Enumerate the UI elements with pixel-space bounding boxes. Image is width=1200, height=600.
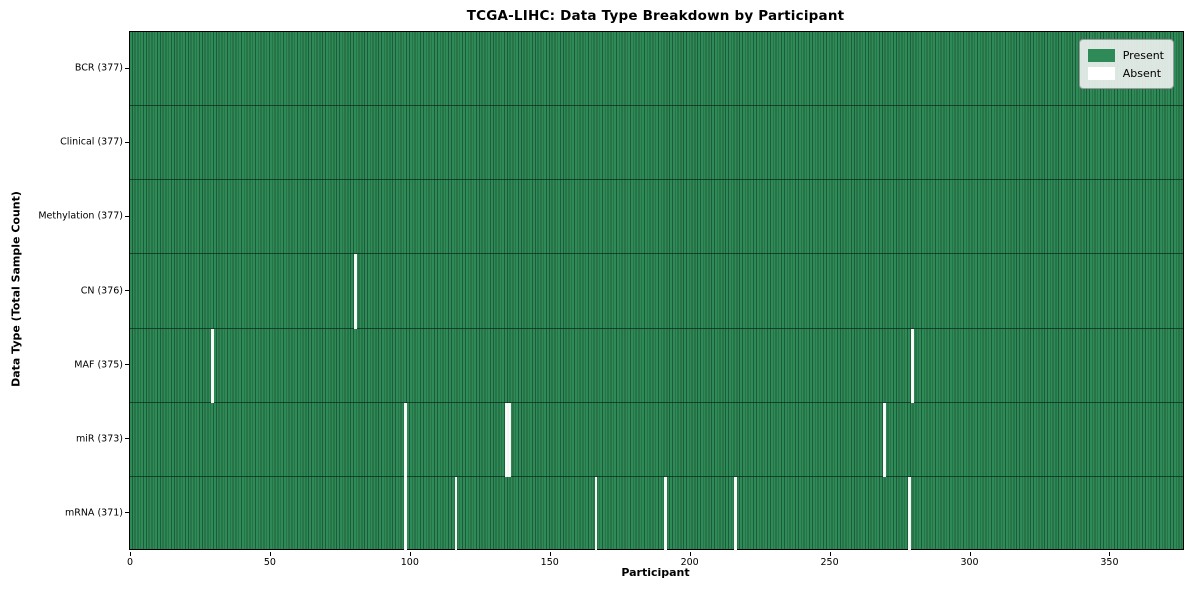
legend-item-absent: Absent — [1087, 64, 1164, 82]
absent-cell — [910, 328, 914, 403]
x-tick-label: 350 — [1100, 557, 1119, 568]
y-tick-mark — [125, 438, 129, 440]
y-tick-label: MAF (375) — [74, 359, 123, 371]
y-tick-label: CN (376) — [80, 285, 123, 296]
x-tick-label: 0 — [126, 557, 134, 568]
x-tick-mark — [829, 552, 831, 556]
x-tick-mark — [269, 552, 271, 556]
heatmap-row-mrna — [130, 477, 1183, 551]
y-tick-mark — [125, 67, 129, 69]
chart-title: TCGA-LIHC: Data Type Breakdown by Partic… — [466, 8, 845, 24]
y-tick-mark — [125, 215, 129, 217]
y-tick-mark — [125, 512, 129, 514]
heatmap-row-cn — [130, 254, 1183, 329]
x-tick-mark — [409, 552, 411, 556]
heatmap-row-clinical — [130, 106, 1183, 181]
y-tick-label: Clinical (377) — [60, 136, 123, 148]
absent-cell — [734, 476, 738, 551]
x-tick-label: 200 — [680, 557, 699, 568]
absent-cell — [404, 476, 408, 551]
y-tick-label: BCR (377) — [74, 62, 123, 74]
x-axis-label: Participant — [621, 566, 690, 579]
absent-cell — [454, 476, 458, 551]
plot-area — [129, 31, 1184, 551]
x-tick-mark — [969, 552, 971, 556]
heatmap-row-mir — [130, 403, 1183, 477]
heatmap-row-bcr — [130, 32, 1183, 107]
absent-cell — [594, 476, 598, 551]
legend-item-present: Present — [1087, 46, 1164, 64]
x-tick-mark — [549, 552, 551, 556]
legend-swatch-absent — [1087, 66, 1115, 80]
x-tick-mark — [1109, 552, 1111, 556]
x-tick-label: 50 — [263, 557, 276, 568]
absent-cell — [211, 328, 214, 403]
absent-cell — [507, 402, 511, 477]
absent-cell — [353, 254, 357, 329]
legend-label: Absent — [1122, 66, 1162, 80]
y-tick-label: miR (373) — [75, 433, 123, 445]
y-tick-label: Methylation (377) — [38, 210, 123, 222]
heatmap-row-methylation — [130, 180, 1183, 255]
x-tick-mark — [689, 552, 691, 556]
legend: Present Absent — [1078, 39, 1174, 89]
x-tick-label: 150 — [540, 557, 559, 568]
x-tick-label: 250 — [820, 557, 839, 568]
x-tick-label: 300 — [960, 557, 979, 568]
y-tick-mark — [125, 290, 129, 291]
absent-cell — [404, 402, 408, 477]
x-tick-mark — [130, 552, 131, 556]
absent-cell — [907, 476, 911, 551]
absent-cell — [664, 476, 668, 551]
x-tick-label: 100 — [400, 557, 419, 568]
absent-cell — [504, 402, 508, 477]
legend-swatch-present — [1087, 48, 1115, 62]
legend-label: Present — [1122, 48, 1164, 62]
heatmap-row-maf — [130, 329, 1183, 403]
y-tick-label: mRNA (371) — [64, 507, 123, 519]
y-tick-mark — [125, 364, 129, 366]
y-tick-mark — [125, 141, 129, 143]
absent-cell — [882, 402, 886, 477]
